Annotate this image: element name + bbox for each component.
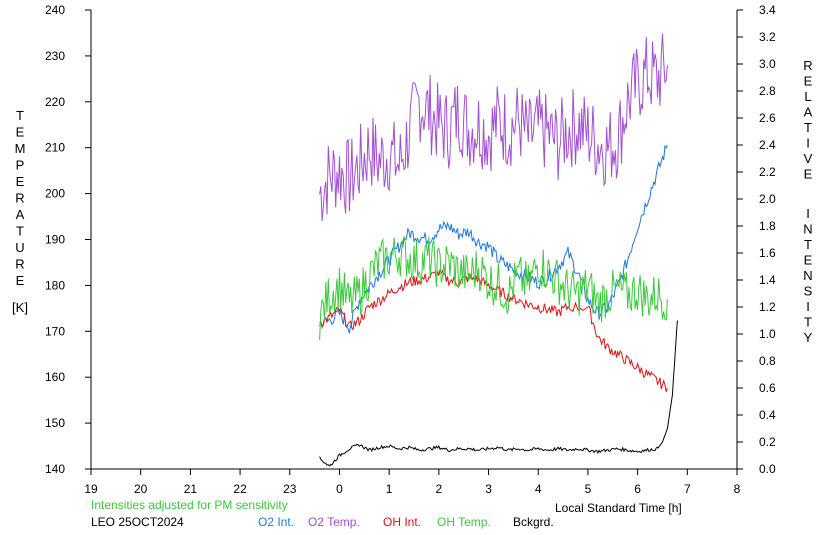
x-tick-label: 7 [684,482,691,496]
y-right-tick-label: 3.0 [759,57,776,71]
y-right-tick-label: 1.8 [759,219,776,233]
legend-item-oh-int: OH Int. [383,515,421,529]
legend-item-oh-temp: OH Temp. [437,515,491,529]
y-right-tick-label: 2.4 [759,138,776,152]
right-axis-letter: I [806,206,810,221]
oh-int-series-line [319,269,668,392]
left-axis-letter: T [16,224,24,239]
y-left-tick-label: 230 [45,49,65,63]
y-right-tick-label: 1.4 [759,273,776,287]
y-right-tick-label: 0.2 [759,435,776,449]
right-axis-letter: E [804,74,813,89]
y-right-tick-label: 2.2 [759,165,776,179]
x-tick-label: 20 [134,482,148,496]
y-left-tick-label: 180 [45,278,65,292]
right-axis-letter: S [804,284,813,299]
legend: O2 Int. O2 Temp. OH Int. OH Temp. Bckgrd. [258,515,554,529]
y-right-tick-label: 3.4 [759,3,776,17]
left-axis-letter: E [16,174,25,189]
oh-temp-series-line [319,235,668,341]
left-axis-letter: R [15,257,24,272]
x-tick-label: 1 [386,482,393,496]
right-axis-letter: E [804,253,813,268]
x-tick-label: 23 [283,482,297,496]
right-axis-letter: A [804,105,813,120]
legend-item-o2-int: O2 Int. [258,515,294,529]
right-axis-letter: R [803,58,812,73]
right-axis-letter: N [803,268,812,283]
y-right-tick-label: 0.6 [759,381,776,395]
right-axis-letter: T [804,237,812,252]
y-left-tick-label: 210 [45,141,65,155]
left-axis-letter: M [15,141,26,156]
y-left-tick-label: 220 [45,95,65,109]
x-tick-label: 4 [535,482,542,496]
left-axis-letter: U [15,240,24,255]
right-axis-letter: E [804,167,813,182]
right-axis-letter: V [804,151,813,166]
right-axis-letter: I [806,136,810,151]
x-tick-label: 22 [233,482,247,496]
sensitivity-note: Intensities adjusted for PM sensitivity [91,498,288,512]
y-right-tick-label: 0.4 [759,408,776,422]
o2-int-series-line [319,144,668,334]
y-right-tick-label: 1.0 [759,327,776,341]
x-tick-label: 2 [436,482,443,496]
y-right-tick-label: 0.8 [759,354,776,368]
x-tick-label: 0 [336,482,343,496]
series-layer [319,33,678,467]
legend-item-bckgrd: Bckgrd. [513,515,554,529]
bckgrd-series-line [319,320,678,467]
x-tick-label: 5 [585,482,592,496]
y-right-tick-label: 2.0 [759,192,776,206]
y-left-tick-label: 200 [45,187,65,201]
y-right-tick-label: 1.2 [759,300,776,314]
left-axis-letter: E [16,273,25,288]
x-axis-label: Local Standard Time [h] [555,501,682,515]
x-tick-label: 3 [485,482,492,496]
right-axis-letter: N [803,222,812,237]
right-axis-letter: T [804,315,812,330]
right-axis-letter: I [806,299,810,314]
y-right-tick-label: 1.6 [759,246,776,260]
x-axis: 19 20 21 22 23 0 1 2 3 4 5 6 7 8 [84,469,741,496]
y-left-tick-label: 140 [45,462,65,476]
y-right-tick-label: 2.8 [759,84,776,98]
y-right-tick-label: 3.2 [759,30,776,44]
legend-item-o2-temp: O2 Temp. [308,515,360,529]
y-right-tick-label: 2.6 [759,111,776,125]
x-tick-label: 19 [84,482,98,496]
x-tick-label: 8 [734,482,741,496]
right-axis-letter: T [804,120,812,135]
left-y-axis: 140 150 160 170 180 190 200 210 220 230 240 [45,3,91,476]
left-axis-letter: P [16,158,25,173]
left-axis-letter: T [16,108,24,123]
y-left-tick-label: 150 [45,416,65,430]
right-axis-letter: Y [804,330,813,345]
left-axis-unit: [K] [12,300,28,315]
right-axis-letter: L [804,89,811,104]
left-axis-letter: R [15,191,24,206]
y-left-tick-label: 190 [45,233,65,247]
x-tick-label: 6 [634,482,641,496]
y-right-tick-label: 0.0 [759,462,776,476]
o2-temp-series-line [319,33,668,221]
right-y-axis: 0.0 0.2 0.4 0.6 0.8 1.0 1.2 1.4 1.6 1.8 2.0 2.2 2.4 2… [737,3,776,476]
left-axis-letter: E [16,125,25,140]
y-left-tick-label: 240 [45,3,65,17]
left-axis-letter: A [16,207,25,222]
y-left-tick-label: 170 [45,324,65,338]
station-date: LEO 25OCT2024 [91,515,184,529]
x-tick-label: 21 [184,482,198,496]
y-left-tick-label: 160 [45,370,65,384]
